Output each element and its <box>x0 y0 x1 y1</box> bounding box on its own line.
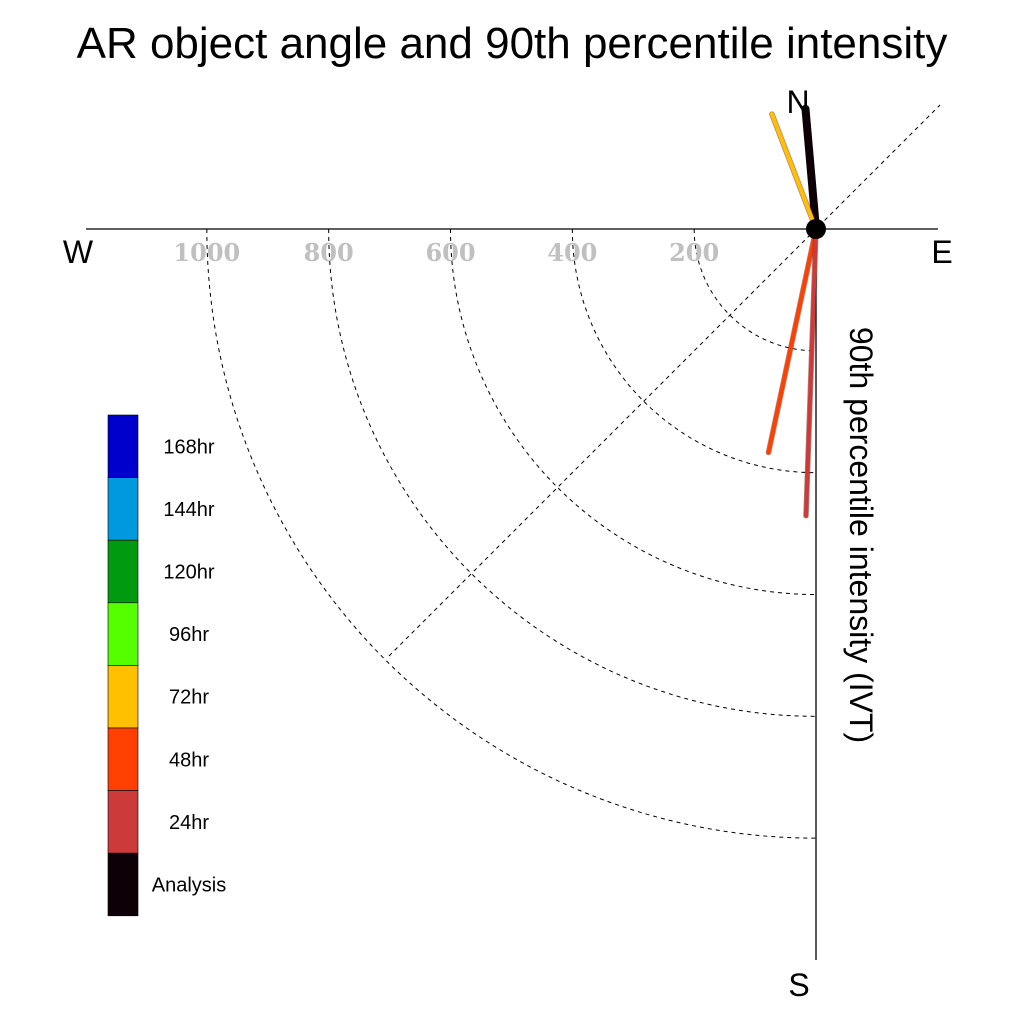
radial-tick-label: 200 <box>669 238 719 267</box>
radial-tick-label: 1000 <box>173 238 240 267</box>
legend-label: 168hr <box>163 436 214 458</box>
grid-arc-0 <box>693 228 817 352</box>
grid-arc-3 <box>328 228 817 717</box>
compass-axes <box>86 104 941 960</box>
series-vector-72hr <box>769 112 818 231</box>
legend-label: 96hr <box>169 624 209 646</box>
series-vector-analysis <box>801 104 820 233</box>
grid-arc-4 <box>206 228 817 839</box>
grid-arc-2 <box>450 228 817 595</box>
vector-series <box>765 104 820 519</box>
legend-swatch <box>107 602 139 666</box>
series-vector-24hr <box>803 227 818 518</box>
legend-label: 24hr <box>169 812 209 834</box>
origin-marker <box>806 219 826 239</box>
legend-label: 72hr <box>169 687 209 709</box>
radial-tick-labels: 200 400 600 800 1000 <box>173 238 719 267</box>
legend-label: 48hr <box>169 749 209 771</box>
legend-swatch <box>107 539 139 604</box>
compass-north: N <box>786 84 809 120</box>
diagonal-guide <box>388 104 941 657</box>
radial-tick-label: 800 <box>304 238 354 267</box>
series-vector-48hr <box>766 227 818 455</box>
legend-label: 120hr <box>163 562 214 584</box>
compass-west: W <box>63 234 94 270</box>
legend-swatch <box>107 477 139 541</box>
legend-label: 144hr <box>163 499 214 521</box>
legend-swatch <box>107 852 139 917</box>
legend: 168hr 144hr 120hr 96hr 72hr 48hr 24hr Analysis <box>107 414 226 917</box>
compass-south: S <box>788 967 809 1003</box>
legend-swatch <box>107 665 139 729</box>
radial-tick-label: 600 <box>425 238 475 267</box>
radial-tick-label: 400 <box>547 238 597 267</box>
chart-title: AR object angle and 90th percentile inte… <box>77 19 948 68</box>
legend-label: Analysis <box>152 875 226 897</box>
legend-swatch <box>107 727 139 791</box>
legend-swatch <box>107 414 139 478</box>
polar-grid <box>206 228 817 839</box>
legend-swatch <box>107 790 139 854</box>
compass-east: E <box>931 234 952 270</box>
radial-axis-label: 90th percentile intensity (IVT) <box>843 327 879 743</box>
